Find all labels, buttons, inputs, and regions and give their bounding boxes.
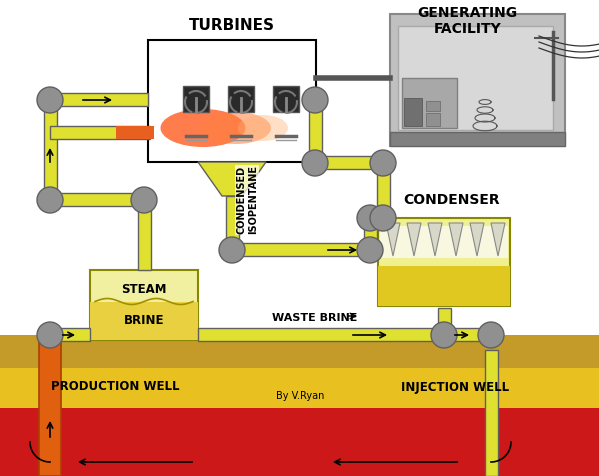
Text: INJECTION WELL: INJECTION WELL — [401, 380, 509, 394]
Text: TURBINES: TURBINES — [189, 19, 275, 33]
Bar — [378, 267, 510, 306]
Polygon shape — [491, 223, 505, 256]
Text: CONDENSER: CONDENSER — [404, 193, 500, 207]
Circle shape — [357, 205, 383, 231]
Text: BRINE: BRINE — [124, 314, 164, 327]
Circle shape — [37, 87, 63, 113]
Bar — [485, 350, 498, 476]
Bar — [148, 40, 316, 162]
Bar — [50, 126, 150, 139]
Ellipse shape — [201, 112, 271, 144]
Bar — [377, 163, 390, 218]
Bar — [232, 243, 370, 256]
Bar — [309, 100, 322, 163]
Text: STEAM: STEAM — [121, 283, 167, 296]
Text: By V.Ryan: By V.Ryan — [276, 391, 324, 401]
Ellipse shape — [161, 109, 246, 147]
Bar — [116, 126, 154, 139]
Polygon shape — [386, 223, 400, 256]
Bar — [39, 335, 61, 476]
Bar — [50, 193, 144, 206]
Polygon shape — [407, 223, 421, 256]
Circle shape — [302, 87, 328, 113]
Bar — [50, 328, 90, 341]
Bar — [426, 113, 440, 126]
Polygon shape — [198, 162, 266, 196]
Bar — [198, 328, 491, 341]
Bar — [315, 156, 383, 169]
Circle shape — [370, 150, 396, 176]
Circle shape — [370, 205, 396, 231]
Bar — [138, 200, 151, 270]
Circle shape — [478, 322, 504, 348]
Bar — [315, 93, 316, 106]
Text: PRODUCTION WELL: PRODUCTION WELL — [51, 380, 179, 394]
Bar — [404, 98, 422, 126]
Bar — [370, 211, 393, 224]
Circle shape — [431, 322, 457, 348]
Circle shape — [219, 237, 245, 263]
Bar — [183, 86, 209, 112]
Bar — [390, 14, 565, 146]
Polygon shape — [449, 223, 463, 256]
Text: WASTE BRINE: WASTE BRINE — [273, 313, 358, 323]
Circle shape — [37, 187, 63, 213]
Bar — [0, 368, 599, 408]
Text: GENERATING
FACILITY: GENERATING FACILITY — [418, 6, 518, 36]
Bar — [398, 26, 553, 130]
Bar — [426, 101, 440, 111]
Bar — [0, 335, 599, 368]
Bar — [0, 408, 599, 476]
Polygon shape — [428, 223, 442, 256]
Bar — [226, 196, 239, 250]
Bar — [438, 308, 451, 335]
Bar — [44, 100, 57, 200]
Polygon shape — [470, 223, 484, 256]
Bar — [402, 78, 457, 128]
Circle shape — [131, 187, 157, 213]
Circle shape — [357, 237, 383, 263]
Circle shape — [37, 322, 63, 348]
Ellipse shape — [238, 115, 288, 141]
Text: CONDENSED
ISOPENTANE: CONDENSED ISOPENTANE — [236, 166, 258, 235]
Bar — [50, 93, 148, 106]
Bar — [378, 218, 510, 306]
Bar — [90, 270, 198, 340]
Bar — [390, 132, 565, 146]
Bar — [228, 86, 254, 112]
Bar — [364, 218, 377, 250]
Circle shape — [302, 150, 328, 176]
Bar — [380, 226, 508, 258]
Bar — [273, 86, 299, 112]
Bar — [90, 301, 198, 340]
